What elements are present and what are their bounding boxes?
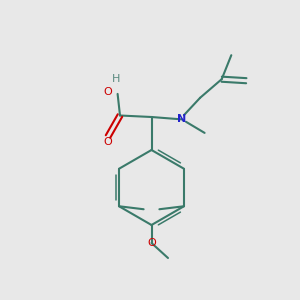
Text: H: H	[112, 74, 120, 84]
Text: O: O	[103, 87, 112, 97]
Text: O: O	[103, 137, 112, 147]
Text: O: O	[147, 238, 156, 248]
Text: N: N	[178, 114, 187, 124]
